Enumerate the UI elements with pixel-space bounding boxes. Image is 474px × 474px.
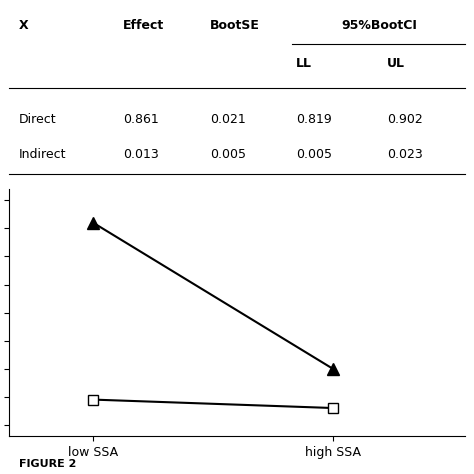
Text: 0.819: 0.819 [296,113,332,126]
Text: 0.861: 0.861 [123,113,159,126]
Text: 0.021: 0.021 [210,113,246,126]
Text: 95%BootCI: 95%BootCI [342,19,418,32]
Text: 0.902: 0.902 [387,113,423,126]
Text: X: X [18,19,28,32]
Text: Direct: Direct [18,113,56,126]
Text: Indirect: Indirect [18,148,66,161]
Text: 0.023: 0.023 [387,148,423,161]
Text: UL: UL [387,57,405,70]
Text: 0.013: 0.013 [123,148,159,161]
Text: BootSE: BootSE [210,19,260,32]
Text: Effect: Effect [123,19,164,32]
Text: LL: LL [296,57,312,70]
Text: FIGURE 2: FIGURE 2 [19,459,76,469]
Text: 0.005: 0.005 [210,148,246,161]
Text: 0.005: 0.005 [296,148,332,161]
